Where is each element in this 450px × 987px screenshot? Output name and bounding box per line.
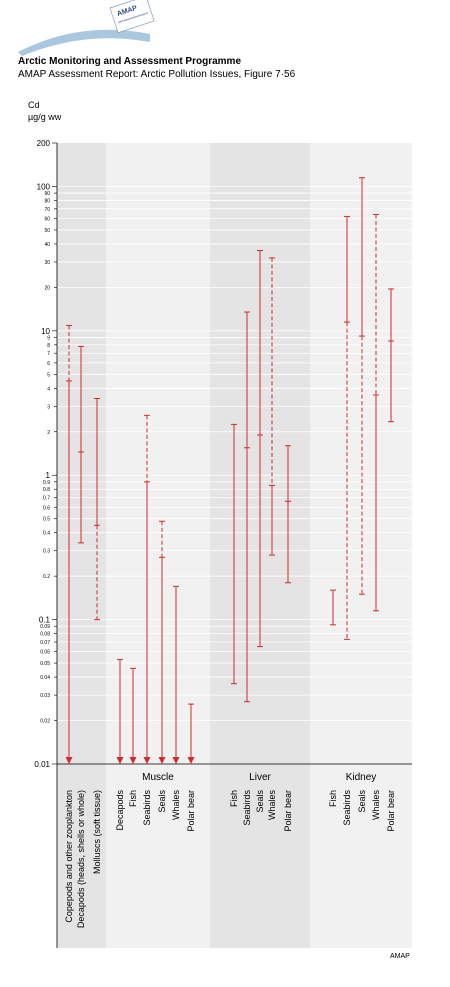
y-tick-label: 60 xyxy=(44,216,50,222)
y-tick-label: 8 xyxy=(47,343,50,349)
category-label: Copepods and other zooplankton xyxy=(64,790,74,923)
category-label: Fish xyxy=(128,790,138,807)
y-tick-label: 0.02 xyxy=(40,719,50,725)
y-tick-label: 6 xyxy=(47,361,50,367)
y-tick-label: 9 xyxy=(47,335,50,341)
y-tick-label: 0.08 xyxy=(40,632,50,638)
y-tick-label: 0.6 xyxy=(43,505,50,511)
panel-label: Kidney xyxy=(346,772,377,783)
category-label: Whales xyxy=(371,790,381,821)
category-label: Seabirds xyxy=(242,790,252,826)
y-tick-label: 20 xyxy=(44,285,50,291)
category-label: Seals xyxy=(357,790,367,813)
y-tick-label: 200 xyxy=(37,139,51,148)
y-axis-label: Cd xyxy=(28,100,40,110)
category-label: Seabirds xyxy=(342,790,352,826)
category-label: Seals xyxy=(157,790,167,813)
y-axis-unit: µg/g ww xyxy=(28,112,62,122)
category-label: Fish xyxy=(229,790,239,807)
page-title: Arctic Monitoring and Assessment Program… xyxy=(18,56,242,67)
y-tick-label: 2 xyxy=(47,430,50,436)
logo-badge: AMAP Arctic Monitoring and Assessment Pr… xyxy=(109,0,155,34)
y-tick-label: 10 xyxy=(41,327,50,336)
range-down-arrow xyxy=(65,757,73,764)
y-tick-label: 4 xyxy=(47,386,50,392)
range-down-arrow xyxy=(187,757,195,764)
page-subtitle: AMAP Assessment Report: Arctic Pollution… xyxy=(18,69,296,80)
y-tick-label: 40 xyxy=(44,242,50,248)
y-tick-label: 0.9 xyxy=(43,480,50,486)
y-tick-label: 0.05 xyxy=(40,661,50,667)
range-down-arrow xyxy=(143,757,151,764)
category-label: Molluscs (soft tissue) xyxy=(92,790,102,874)
y-tick-label: 90 xyxy=(44,191,50,197)
category-label: Decapods (heads, shells or whole) xyxy=(76,790,86,928)
y-tick-label: 0.8 xyxy=(43,487,50,493)
panel-background xyxy=(106,143,210,948)
category-label: Polar bear xyxy=(283,790,293,832)
y-tick-label: 0.5 xyxy=(43,517,50,523)
credit-label: AMAP xyxy=(390,953,410,960)
y-tick-label: 0.2 xyxy=(43,574,50,580)
panel-label: Liver xyxy=(249,772,271,783)
logo-arc xyxy=(18,29,150,56)
y-tick-label: 0.06 xyxy=(40,650,50,656)
y-tick-label: 0.01 xyxy=(34,760,50,769)
y-tick-label: 0.04 xyxy=(40,675,50,681)
range-down-arrow xyxy=(172,757,180,764)
y-tick-label: 0.7 xyxy=(43,496,50,502)
category-label: Seals xyxy=(255,790,265,813)
range-down-arrow xyxy=(129,757,137,764)
y-tick-label: 80 xyxy=(44,198,50,204)
category-label: Decapods xyxy=(115,790,125,831)
y-tick-label: 0.4 xyxy=(43,531,50,537)
cadmium-range-chart: 0.01 0.1 1 10 100 200 0.02 0.03 0.04 0.05 0.06 0.07… xyxy=(34,139,412,948)
y-tick-label: 0.03 xyxy=(40,693,50,699)
category-label: Whales xyxy=(171,790,181,821)
category-label: Fish xyxy=(328,790,338,807)
panel-label: Muscle xyxy=(142,772,174,783)
y-tick-label: 70 xyxy=(44,207,50,213)
y-tick-label: 0.07 xyxy=(40,640,50,646)
y-tick-label: 3 xyxy=(47,404,50,410)
range-down-arrow xyxy=(116,757,124,764)
category-label: Polar bear xyxy=(186,790,196,832)
category-label: Polar bear xyxy=(386,790,396,832)
range-down-arrow xyxy=(158,757,166,764)
y-tick-label: 50 xyxy=(44,228,50,234)
y-tick-label: 0.09 xyxy=(40,624,50,630)
panel-background xyxy=(310,143,412,948)
y-tick-label: 7 xyxy=(47,351,50,357)
y-tick-label: 0.3 xyxy=(43,549,50,555)
y-tick-label: 30 xyxy=(44,260,50,266)
y-tick-label: 5 xyxy=(47,372,50,378)
category-label: Whales xyxy=(267,790,277,821)
y-tick-label: 1 xyxy=(46,471,51,480)
category-label: Seabirds xyxy=(142,790,152,826)
amap-logo: AMAP Arctic Monitoring and Assessment Pr… xyxy=(18,0,155,56)
y-tick-label: 0.1 xyxy=(39,616,51,625)
y-tick-label: 100 xyxy=(37,182,51,191)
panel-background xyxy=(57,143,106,948)
